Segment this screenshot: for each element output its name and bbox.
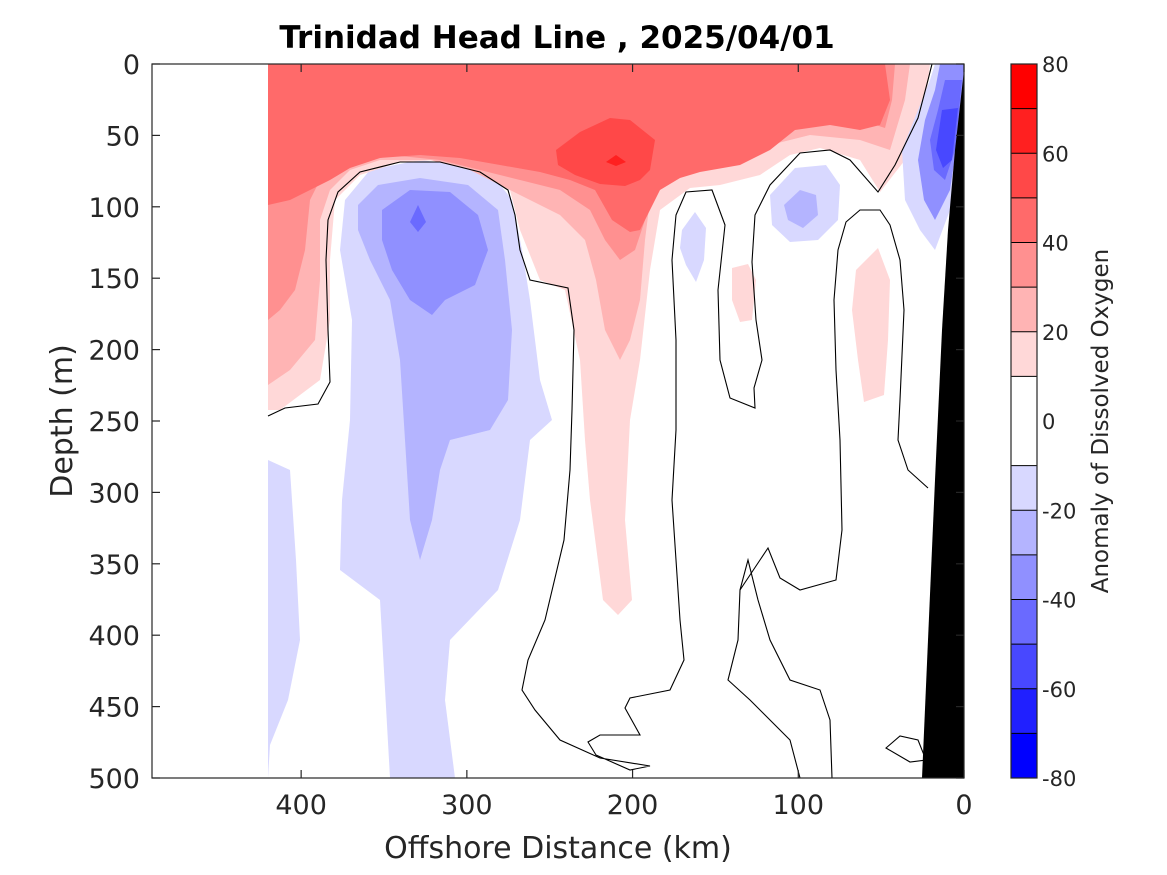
y-tick-label: 150 bbox=[88, 264, 140, 295]
colorbar-segment bbox=[1011, 688, 1037, 734]
colorbar-tick-label: -80 bbox=[1042, 767, 1076, 791]
no-data-region bbox=[152, 64, 268, 778]
contour-nearshore-neg60 bbox=[936, 108, 958, 168]
contour-blob-pos-140 bbox=[732, 264, 756, 322]
colorbar-tick-label: -60 bbox=[1042, 678, 1076, 702]
colorbar-segment bbox=[1011, 510, 1037, 555]
colorbar-segment bbox=[1011, 331, 1037, 377]
x-tick-label: 200 bbox=[607, 790, 659, 821]
colorbar-ticks: 80 60 40 20 0 -20 -40 -60 -80 bbox=[1042, 53, 1076, 791]
colorbar-tick-label: 20 bbox=[1042, 321, 1069, 345]
y-tick-label: 200 bbox=[88, 336, 140, 367]
chart-title: Trinidad Head Line , 2025/04/01 bbox=[279, 20, 834, 56]
colorbar-tick-label: -40 bbox=[1042, 589, 1076, 613]
y-tick-label: 450 bbox=[88, 693, 140, 724]
contour-pos60-band bbox=[606, 155, 626, 166]
x-tick-label: 300 bbox=[441, 790, 493, 821]
y-tick-label: 0 bbox=[123, 50, 140, 81]
contour-blob-neg-150 bbox=[680, 212, 706, 282]
colorbar-segment bbox=[1011, 64, 1037, 109]
colorbar-segment bbox=[1011, 376, 1037, 466]
colorbar-frame bbox=[1010, 63, 1038, 779]
x-tick-label: 100 bbox=[773, 790, 825, 821]
contour-blob-neg-100-inner bbox=[784, 190, 818, 228]
x-axis: 400 300 200 100 0 bbox=[275, 64, 973, 821]
y-axis: 0 50 100 150 200 250 300 350 400 450 500 bbox=[88, 50, 964, 795]
y-tick-label: 400 bbox=[88, 621, 140, 652]
colorbar bbox=[1010, 63, 1038, 779]
zero-contour-line-2 bbox=[727, 557, 833, 778]
colorbar-segment bbox=[1011, 733, 1037, 778]
colorbar-tick-label: 80 bbox=[1042, 53, 1069, 77]
colorbar-tick-label: 60 bbox=[1042, 142, 1069, 166]
contour-blob-pos-50 bbox=[852, 248, 890, 402]
contour-neg30-band bbox=[382, 190, 488, 315]
colorbar-segment bbox=[1011, 287, 1037, 332]
y-tick-label: 300 bbox=[88, 478, 140, 509]
zero-contour-line-4 bbox=[885, 735, 927, 763]
colorbar-segment bbox=[1011, 465, 1037, 511]
contour-fill bbox=[152, 64, 964, 778]
y-tick-label: 350 bbox=[88, 550, 140, 581]
zero-contour-line-1 bbox=[267, 64, 933, 771]
y-tick-label: 250 bbox=[88, 407, 140, 438]
colorbar-segment bbox=[1011, 554, 1037, 600]
colorbar-label: Anomaly of Dissolved Oxygen bbox=[1088, 249, 1114, 594]
y-tick-label: 100 bbox=[88, 193, 140, 224]
colorbar-tick-label: -20 bbox=[1042, 499, 1076, 523]
colorbar-tick-label: 40 bbox=[1042, 232, 1069, 256]
colorbar-tick-label: 0 bbox=[1042, 410, 1055, 434]
y-tick-label: 50 bbox=[106, 121, 140, 152]
contour-pos10-band bbox=[268, 64, 930, 615]
colorbar-segment bbox=[1011, 242, 1037, 288]
zero-contours bbox=[267, 64, 933, 778]
colorbar-segment bbox=[1011, 644, 1037, 689]
colorbar-segment bbox=[1011, 197, 1037, 243]
x-tick-label: 400 bbox=[275, 790, 327, 821]
colorbar-segment bbox=[1011, 108, 1037, 154]
contour-neg40-band bbox=[410, 205, 426, 232]
y-axis-label: Depth (m) bbox=[45, 344, 80, 498]
contour-pos50-band bbox=[556, 118, 655, 186]
zero-contour-line-3 bbox=[739, 209, 929, 591]
y-tick-label: 500 bbox=[88, 764, 140, 795]
x-tick-label: 0 bbox=[955, 790, 972, 821]
colorbar-segment bbox=[1011, 153, 1037, 198]
plot-area bbox=[151, 63, 965, 779]
colorbar-segment bbox=[1011, 599, 1037, 645]
bathymetry bbox=[922, 70, 964, 778]
x-axis-label: Offshore Distance (km) bbox=[384, 831, 732, 866]
